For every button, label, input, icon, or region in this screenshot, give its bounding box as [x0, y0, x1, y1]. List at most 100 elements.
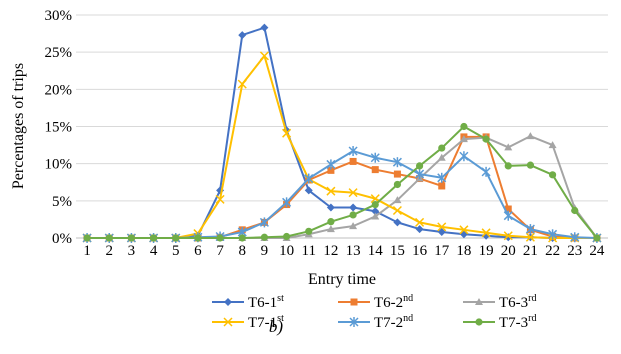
diamond-marker — [304, 186, 313, 195]
circle-marker — [349, 211, 357, 219]
legend-item: T7-3rd — [463, 313, 537, 331]
star-marker — [415, 169, 425, 180]
x-tick-label: 15 — [390, 243, 405, 259]
gridlines — [76, 14, 608, 202]
circle-marker — [548, 171, 557, 179]
y-tick-labels: 0% 5% 10% 15% 20% 25% 30% — [45, 8, 73, 247]
x-marker — [392, 205, 402, 216]
y-tick-label: 25% — [45, 45, 73, 61]
legend-label: T7-3rd — [499, 313, 537, 331]
x-marker — [259, 51, 269, 61]
y-tick-label: 20% — [45, 82, 73, 98]
circle-marker — [282, 232, 291, 241]
x-tick-label: 9 — [261, 243, 269, 259]
x-marker-stroke — [481, 228, 491, 238]
x-marker-stroke — [459, 225, 469, 235]
triangle-marker — [459, 135, 468, 143]
legend-label: T6-2nd — [374, 293, 413, 311]
x-marker-stroke — [326, 186, 336, 196]
y-axis-title: Percentages of trips — [10, 63, 27, 189]
circle-marker — [327, 218, 335, 226]
circle-marker — [475, 318, 483, 326]
x-axis-title: Entry time — [308, 271, 376, 288]
x-marker — [481, 228, 491, 238]
x-marker — [415, 217, 425, 227]
x-tick-label: 4 — [150, 243, 158, 259]
circle-marker — [504, 162, 512, 170]
circle-marker — [149, 234, 158, 242]
star-marker — [349, 317, 359, 327]
circle-marker — [526, 161, 535, 169]
legend-item: T6-1st — [212, 293, 284, 311]
star-marker — [282, 197, 292, 208]
diamond-marker — [393, 218, 402, 227]
star-marker — [570, 232, 580, 243]
square-marker — [327, 166, 335, 174]
diamond-marker — [238, 31, 247, 40]
x-tick-label: 16 — [412, 243, 428, 259]
y-tick-label: 10% — [45, 157, 73, 173]
diamond-marker — [224, 298, 232, 306]
star-marker — [370, 152, 380, 163]
x-tick-label: 23 — [567, 243, 582, 259]
legend-label: T7-1st — [248, 313, 284, 331]
circle-marker — [172, 234, 180, 242]
x-marker-stroke — [215, 194, 225, 204]
series-t6-1-st — [83, 23, 601, 242]
x-marker — [215, 194, 225, 204]
x-tick-label: 2 — [106, 243, 114, 259]
x-marker-stroke — [259, 51, 269, 61]
legend-label: T6-1st — [248, 293, 284, 311]
x-marker — [503, 231, 513, 241]
square-marker — [349, 157, 357, 165]
diamond-marker — [349, 203, 358, 212]
x-marker-stroke — [348, 188, 358, 198]
x-tick-label: 8 — [239, 243, 247, 259]
star-marker — [348, 146, 358, 157]
x-marker-stroke — [392, 205, 402, 216]
square-marker — [371, 166, 379, 174]
circle-marker — [415, 162, 424, 170]
legend-item: T6-2nd — [338, 293, 413, 311]
circle-marker — [127, 234, 136, 242]
diamond-marker — [459, 230, 468, 239]
star-marker — [437, 172, 447, 183]
triangle-marker — [526, 132, 535, 140]
figure-caption: b) — [269, 317, 284, 336]
triangle-marker — [326, 225, 335, 233]
legend-item: T6-3rd — [463, 293, 537, 311]
x-marker — [459, 225, 469, 235]
x-tick-label: 21 — [523, 243, 538, 259]
circle-marker — [438, 144, 446, 152]
star-marker — [459, 151, 469, 162]
x-tick-label: 22 — [545, 243, 560, 259]
x-tick-label: 3 — [128, 243, 136, 259]
triangle-marker — [504, 143, 513, 151]
star-marker — [392, 157, 402, 168]
x-tick-label: 13 — [346, 243, 361, 259]
star-marker — [525, 224, 535, 235]
square-marker — [438, 182, 446, 190]
x-marker-stroke — [282, 128, 292, 138]
triangle-marker — [393, 196, 402, 204]
circle-marker — [371, 200, 379, 209]
triangle-marker — [371, 212, 380, 220]
x-tick-label: 10 — [279, 243, 294, 259]
square-marker — [393, 170, 401, 178]
circle-marker — [571, 206, 579, 215]
circle-marker — [482, 135, 490, 143]
series-line — [87, 54, 597, 239]
x-marker — [237, 79, 247, 89]
legend-item: T7-1st — [212, 313, 284, 331]
star-marker — [326, 159, 336, 170]
x-tick-label: 24 — [589, 243, 605, 259]
x-tick-labels: 1 2 3 4 5 6 7 8 9 10 11 12 13 14 15 16 17 18 19 20 21 22 23 24 — [83, 243, 605, 259]
square-marker — [504, 205, 512, 213]
x-marker — [326, 186, 336, 196]
circle-marker — [305, 227, 313, 235]
series-t7-1-st — [82, 51, 602, 243]
y-tick-label: 0% — [52, 231, 72, 247]
x-tick-label: 1 — [83, 243, 91, 259]
x-marker-stroke — [503, 231, 513, 241]
